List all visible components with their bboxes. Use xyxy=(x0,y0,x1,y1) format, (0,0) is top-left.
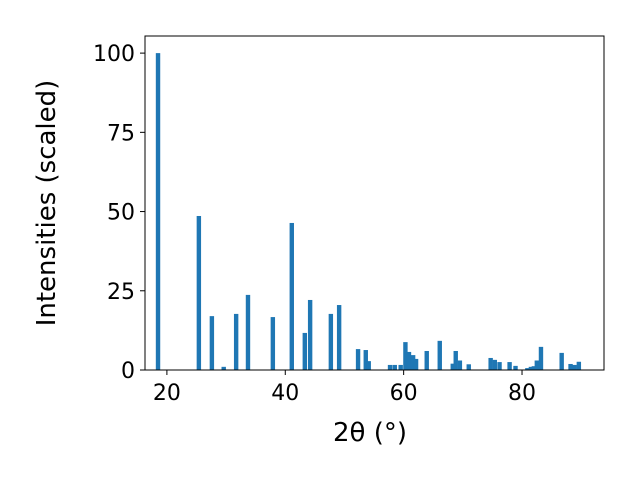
bar xyxy=(453,350,458,370)
bar xyxy=(538,346,544,370)
bar xyxy=(559,352,564,370)
bar xyxy=(525,368,530,370)
x-axis-label: 2θ (°) xyxy=(333,418,407,448)
bar xyxy=(403,342,408,370)
y-tick-label: 75 xyxy=(107,121,135,146)
bar xyxy=(155,53,161,371)
bar xyxy=(363,350,368,370)
y-tick-label: 50 xyxy=(107,201,135,226)
bar xyxy=(466,364,471,370)
bar xyxy=(410,355,416,370)
bar xyxy=(270,317,276,370)
bar xyxy=(437,340,442,370)
bar xyxy=(366,361,371,370)
bar xyxy=(336,305,342,370)
bar xyxy=(289,222,294,370)
bar xyxy=(531,366,537,370)
bar xyxy=(328,313,334,370)
bar xyxy=(245,294,251,370)
y-tick-label: 25 xyxy=(107,280,135,305)
bar xyxy=(568,363,573,370)
bar xyxy=(497,362,502,370)
bar xyxy=(233,313,239,370)
bar xyxy=(507,362,512,370)
bar xyxy=(528,366,534,370)
bar xyxy=(534,360,540,370)
bar xyxy=(392,364,397,370)
bar xyxy=(457,360,463,370)
y-axis-label: Intensities (scaled) xyxy=(32,80,62,327)
bar xyxy=(209,316,215,370)
y-tick-label: 100 xyxy=(93,42,135,67)
bar xyxy=(355,349,361,370)
bar xyxy=(576,361,582,370)
x-tick-label: 40 xyxy=(271,381,299,406)
bar xyxy=(424,350,429,370)
bar xyxy=(302,332,308,370)
bar xyxy=(387,364,393,370)
bar xyxy=(488,357,493,370)
bar xyxy=(196,215,202,370)
bar xyxy=(492,359,497,370)
x-tick-label: 60 xyxy=(390,381,418,406)
bar xyxy=(450,363,455,370)
x-tick-label: 20 xyxy=(153,381,181,406)
y-tick-label: 0 xyxy=(121,359,135,384)
plot-frame xyxy=(144,35,605,371)
bar xyxy=(398,364,403,370)
x-tick-label: 80 xyxy=(508,381,536,406)
bar xyxy=(513,365,518,370)
bar xyxy=(307,299,313,370)
bar xyxy=(572,364,577,370)
bar xyxy=(406,351,412,370)
bar xyxy=(221,366,226,370)
bar xyxy=(413,358,419,370)
